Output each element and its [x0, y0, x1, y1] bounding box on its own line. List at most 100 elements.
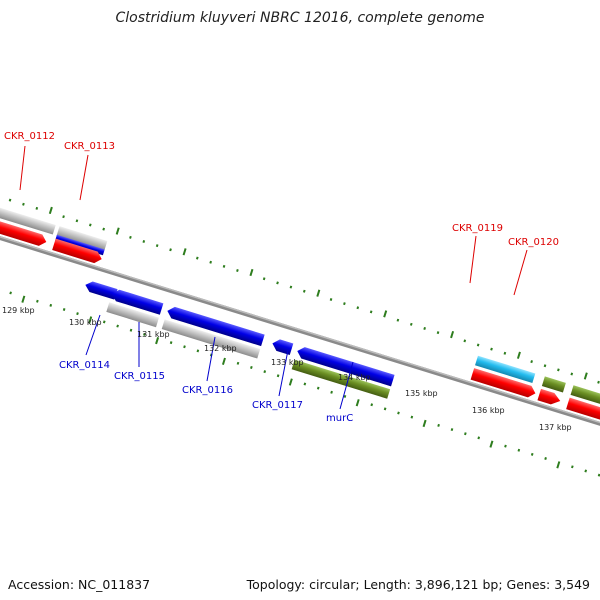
gene-ckr-0116-blue[interactable]	[166, 305, 265, 347]
scale-tick-minor	[250, 365, 253, 369]
gene-ckr-0119-red[interactable]	[470, 368, 538, 399]
scale-tick-major	[115, 227, 120, 235]
scale-tick-minor	[22, 202, 25, 206]
scale-tick-minor	[276, 374, 280, 378]
gene-label-ckr-0119[interactable]: CKR_0119	[452, 223, 503, 234]
page-title: Clostridium kluyveri NBRC 12016, complet…	[115, 10, 485, 26]
scale-tick-minor	[196, 349, 200, 353]
gene-ckr-0119-lightblue[interactable]	[475, 355, 536, 383]
gene-ckr-0115-blue[interactable]	[110, 288, 164, 315]
gene-label-ckr-0115[interactable]: CKR_0115	[114, 371, 165, 382]
scale-label: 130 kbp	[69, 318, 102, 327]
scale-tick-minor	[597, 380, 600, 384]
scale-tick-minor	[437, 423, 440, 427]
scale-tick-minor	[530, 452, 534, 456]
scale-tick-minor	[303, 382, 307, 386]
gene-label-ckr-0114[interactable]: CKR_0114	[59, 360, 110, 371]
gene-ckr-0112-red[interactable]	[0, 213, 48, 248]
scale-label: 135 kbp	[405, 389, 438, 398]
gene-label-ckr-0116[interactable]: CKR_0116	[182, 385, 233, 396]
scale-tick-minor	[396, 318, 400, 322]
gene-label-ckr-0113[interactable]: CKR_0113	[64, 141, 115, 152]
scale-tick-minor	[410, 415, 414, 419]
scale-tick-minor	[102, 227, 106, 231]
scale-tick-minor	[143, 332, 146, 336]
scale-tick-minor	[102, 320, 106, 324]
scale-label: 134 kbp	[338, 373, 371, 382]
scale-tick-major	[583, 372, 588, 380]
scale-tick-minor	[195, 256, 199, 260]
scale-label: 132 kbp	[204, 344, 237, 353]
scale-tick-minor	[570, 372, 574, 376]
gene-murc-blue[interactable]	[295, 345, 395, 387]
scale-tick-minor	[236, 269, 239, 272]
scale-tick-minor	[330, 390, 333, 394]
scale-tick-minor	[490, 347, 493, 351]
scale-tick-minor	[517, 448, 521, 452]
gene-label-ckr-0117[interactable]: CKR_0117	[252, 400, 303, 411]
scale-ticks-bottom	[9, 291, 600, 477]
scale-tick-major	[249, 268, 254, 277]
gene-murc-olive[interactable]	[291, 359, 391, 399]
scale-tick-minor	[129, 235, 132, 239]
scale-label: 131 kbp	[137, 330, 170, 339]
scale-tick-minor	[464, 432, 467, 436]
scale-tick-major	[21, 295, 26, 303]
scale-tick-major	[48, 206, 53, 215]
scale-tick-major	[422, 419, 427, 428]
gene-ckr-0114[interactable]	[84, 280, 118, 300]
scale-tick-minor	[263, 370, 267, 374]
gene-ckr-0117[interactable]	[271, 338, 294, 356]
scale-tick-minor	[476, 343, 480, 347]
accession-text: Accession: NC_011837	[8, 577, 151, 592]
scale-tick-minor	[316, 386, 320, 390]
gene-ckr-0116-gray[interactable]	[161, 319, 261, 359]
scale-tick-minor	[544, 457, 547, 461]
scale-tick-minor	[262, 277, 266, 281]
gene-ckr-0120-olive[interactable]	[541, 376, 566, 393]
gene-ckr-0113-red[interactable]	[52, 238, 103, 265]
scale-tick-major	[489, 440, 494, 448]
scale-tick-major	[450, 330, 455, 339]
scale-tick-minor	[503, 351, 507, 355]
scale-tick-major	[88, 316, 93, 324]
scale-tick-minor	[35, 206, 39, 210]
gene-ckr-0113-gray[interactable]	[56, 226, 108, 251]
scale-tick-minor	[383, 407, 387, 411]
gene-ckr-0120-red[interactable]	[537, 388, 562, 407]
scale-tick-minor	[75, 219, 79, 223]
scale-tick-minor	[88, 223, 92, 227]
scale-tick-major	[383, 310, 388, 318]
scale-label: 133 kbp	[271, 358, 304, 367]
gene-label-murc[interactable]: murC	[326, 413, 353, 424]
gene-next-red[interactable]	[566, 397, 600, 433]
scale-tick-minor	[183, 345, 186, 349]
scale-tick-minor	[36, 299, 39, 303]
scale-label: 136 kbp	[472, 406, 505, 415]
scale-tick-minor	[423, 326, 426, 330]
scale-tick-minor	[116, 324, 119, 328]
scale-tick-minor	[62, 308, 66, 311]
scale-tick-minor	[409, 322, 413, 326]
scale-tick-minor	[49, 303, 53, 307]
scale-tick-minor	[169, 248, 172, 252]
scale-tick-minor	[8, 198, 12, 202]
scale-tick-major	[556, 461, 561, 469]
gene-label-ckr-0112[interactable]: CKR_0112	[4, 131, 55, 142]
scale-tick-minor	[504, 444, 507, 448]
gene-next-olive[interactable]	[570, 385, 600, 419]
gene-label-ckr-0120[interactable]: CKR_0120	[508, 237, 559, 248]
scale-tick-minor	[142, 240, 146, 244]
scale-tick-minor	[76, 312, 79, 316]
scale-tick-major	[355, 399, 360, 407]
scale-ticks-top	[8, 198, 600, 384]
scale-tick-major	[316, 289, 321, 297]
scale-tick-minor	[463, 339, 467, 343]
scale-tick-minor	[209, 260, 212, 264]
gene-ckr-0112-gray[interactable]	[0, 201, 56, 235]
scale-tick-minor	[543, 364, 547, 368]
scale-tick-minor	[343, 394, 347, 398]
scale-tick-minor	[450, 428, 454, 432]
gene-ckr-0115-gray[interactable]	[106, 302, 159, 328]
scale-tick-minor	[289, 285, 293, 289]
